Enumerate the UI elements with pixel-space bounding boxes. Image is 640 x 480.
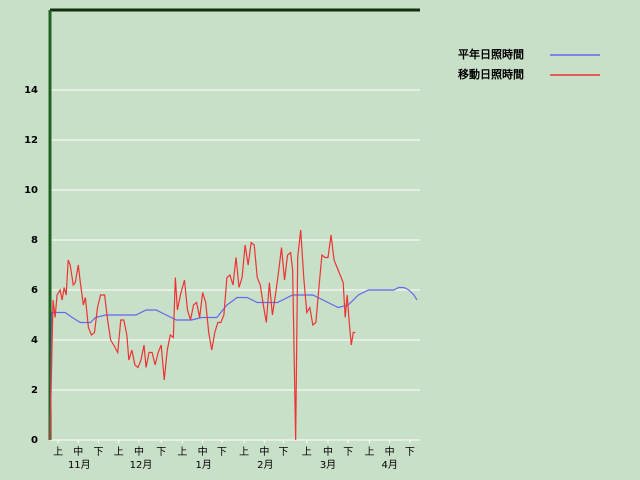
x-tick-label: 上 [177, 446, 187, 458]
y-tick-label: 4 [31, 335, 38, 346]
x-tick-label: 下 [405, 447, 415, 458]
x-tick-label: 下 [343, 447, 353, 458]
x-tick-label: 下 [156, 447, 166, 458]
legend-label: 平年日照時間 [458, 47, 524, 61]
x-tick-label: 中 [323, 445, 333, 458]
x-tick-label: 中 [385, 445, 395, 458]
x-tick-label: 下 [279, 447, 289, 458]
data-line [49, 286, 418, 441]
x-tick-label: 上 [364, 446, 374, 458]
x-tick-label: 下 [217, 447, 227, 458]
x-tick-label: 中 [198, 445, 208, 458]
month-label: 1月 [195, 459, 211, 471]
y-tick-label: 6 [31, 285, 38, 296]
y-tick-label: 14 [24, 85, 38, 96]
month-label: 12月 [130, 459, 153, 471]
month-label: 3月 [320, 459, 336, 471]
y-tick-label: 12 [24, 135, 38, 146]
month-label: 2月 [257, 459, 273, 471]
x-tick-label: 上 [53, 446, 63, 458]
month-label: 11月 [68, 459, 91, 471]
y-tick-label: 0 [31, 435, 38, 446]
y-tick-label: 2 [31, 385, 38, 396]
y-tick-label: 10 [24, 185, 38, 196]
legend-label: 移動日照時間 [458, 67, 524, 81]
month-label: 4月 [381, 459, 397, 471]
x-tick-label: 中 [134, 445, 144, 458]
x-tick-label: 中 [73, 445, 83, 458]
x-tick-label: 上 [239, 446, 249, 458]
x-tick-label: 下 [94, 447, 104, 458]
data-line [49, 229, 356, 441]
x-tick-label: 中 [259, 445, 269, 458]
x-tick-label: 上 [302, 446, 312, 458]
y-tick-label: 8 [31, 235, 38, 246]
x-tick-label: 上 [114, 446, 124, 458]
